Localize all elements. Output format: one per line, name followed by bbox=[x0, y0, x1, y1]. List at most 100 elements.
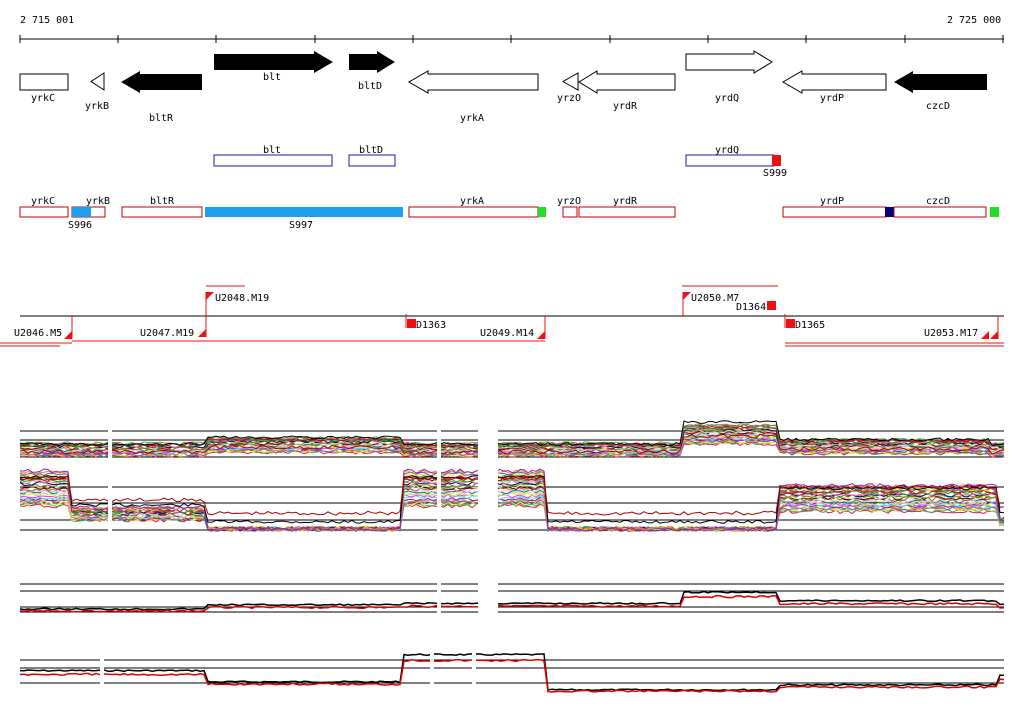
unit-label: yrdP bbox=[820, 196, 844, 207]
sigma-label: S996 bbox=[68, 220, 92, 231]
segment-label: U2050.M7 bbox=[691, 293, 739, 304]
annotation-track: blt bltD yrdQ S999 bbox=[213, 145, 787, 179]
gene-yrzO[interactable]: yrzO bbox=[557, 72, 581, 104]
gene-label: yrkC bbox=[31, 93, 55, 104]
segment-label: U2053.M17 bbox=[924, 328, 978, 339]
expression-profile-line bbox=[19, 420, 1005, 446]
segment-label: D1364 bbox=[736, 302, 766, 313]
sigma-region bbox=[72, 207, 91, 217]
unit-yrkC[interactable] bbox=[19, 206, 69, 218]
panel-gap bbox=[108, 420, 112, 465]
expression-profile-line bbox=[19, 474, 1005, 524]
segment-U2053-M17[interactable]: U2053.M17 bbox=[924, 316, 999, 339]
segment-U2050-M7[interactable]: U2050.M7 bbox=[682, 292, 739, 316]
segment-U2047-M19[interactable]: U2047.M19 bbox=[140, 316, 207, 339]
gene-yrdR[interactable]: yrdR bbox=[578, 70, 676, 112]
panel-gap bbox=[430, 650, 434, 700]
expression-panels bbox=[19, 420, 1005, 700]
segment-D1365[interactable]: D1365 bbox=[784, 314, 825, 331]
unit-label: yrdR bbox=[613, 196, 638, 207]
unit-yrkA[interactable] bbox=[408, 206, 539, 218]
annotation-yrdQ[interactable]: yrdQ S999 bbox=[685, 145, 787, 179]
expression-profile-line bbox=[19, 475, 1005, 516]
gene-yrkC[interactable]: yrkC bbox=[19, 73, 69, 104]
gene-czcD[interactable]: czcD bbox=[894, 71, 987, 112]
gene-label: yrkB bbox=[85, 101, 109, 112]
expression-profile-line bbox=[19, 590, 1005, 611]
gene-label: yrdP bbox=[820, 93, 844, 104]
gene-yrkB[interactable]: yrkB bbox=[85, 72, 109, 112]
gene-label: yrdR bbox=[613, 101, 638, 112]
segment-label: D1363 bbox=[416, 320, 446, 331]
expression-profile-line bbox=[19, 433, 1005, 455]
expression-profile-line bbox=[19, 658, 1005, 693]
expression-profile-line bbox=[19, 423, 1005, 446]
marker-label: S999 bbox=[763, 168, 787, 179]
ruler-start-label: 2 715 001 bbox=[20, 15, 74, 26]
segment-U2049-M14[interactable]: U2049.M14 bbox=[480, 316, 546, 339]
expression-profile-line bbox=[19, 594, 1005, 613]
panel-gap bbox=[100, 650, 104, 700]
segment-label: U2046.M5 bbox=[14, 328, 62, 339]
panel-gap bbox=[437, 578, 441, 618]
gene-label: czcD bbox=[926, 101, 950, 112]
gene-label: yrzO bbox=[557, 93, 581, 104]
ruler-end-label: 2 725 000 bbox=[947, 15, 1001, 26]
unit-bltR[interactable] bbox=[121, 206, 203, 218]
panel-gap bbox=[437, 470, 441, 545]
panel-gap bbox=[437, 420, 441, 465]
segment-D1364[interactable]: D1364 bbox=[736, 301, 776, 313]
gene-track: yrkC yrkB bltR blt bltD yrkA yrzO yrdR bbox=[19, 50, 987, 124]
expression-profile-line bbox=[19, 478, 1005, 532]
gene-yrkA[interactable]: yrkA bbox=[408, 70, 539, 124]
coordinate-ruler: 2 715 001 2 725 000 bbox=[19, 15, 1004, 43]
terminator bbox=[990, 207, 999, 217]
gene-bltD[interactable]: bltD bbox=[349, 51, 395, 92]
unit-czcD[interactable] bbox=[893, 206, 987, 218]
panel-gap bbox=[472, 650, 476, 700]
segment-track: U2048.M19 U2050.M7 U2046.M5 U2047.M19 U2… bbox=[0, 285, 1004, 347]
gene-yrdQ[interactable]: yrdQ bbox=[685, 50, 773, 104]
segment-label: U2047.M19 bbox=[140, 328, 194, 339]
annotation-bltD[interactable]: bltD bbox=[348, 145, 396, 167]
unit-label: yrkB bbox=[86, 196, 110, 207]
segment-U2046-M5[interactable]: U2046.M5 bbox=[14, 316, 73, 339]
annotation-label: yrdQ bbox=[715, 145, 739, 156]
gene-bltR[interactable]: bltR bbox=[121, 71, 202, 124]
panel-gap bbox=[478, 578, 498, 618]
panel-gap bbox=[108, 470, 112, 545]
unit-label: yrkC bbox=[31, 196, 55, 207]
unit-label: yrzO bbox=[557, 196, 581, 207]
panel-gap bbox=[478, 420, 498, 465]
gene-blt[interactable]: blt bbox=[214, 51, 333, 83]
unit-label: czcD bbox=[926, 196, 950, 207]
unit-yrdP[interactable] bbox=[782, 206, 887, 218]
expression-profile-line bbox=[19, 653, 1005, 692]
unit-label: yrkA bbox=[460, 196, 484, 207]
gene-label: bltD bbox=[358, 81, 382, 92]
sigma-region-S997[interactable] bbox=[205, 207, 403, 217]
unit-label: bltR bbox=[150, 196, 175, 207]
segment-U2048-M19[interactable]: U2048.M19 bbox=[205, 292, 269, 316]
annotation-label: bltD bbox=[359, 145, 383, 156]
annotation-blt[interactable]: blt bbox=[213, 145, 333, 167]
panel-gap bbox=[478, 470, 498, 545]
gene-yrdP[interactable]: yrdP bbox=[782, 70, 887, 104]
segment-label: U2049.M14 bbox=[480, 328, 534, 339]
navy-marker bbox=[885, 207, 894, 217]
gene-label: blt bbox=[263, 72, 281, 83]
segment-D1363[interactable]: D1363 bbox=[405, 314, 446, 331]
annotation-label: blt bbox=[263, 145, 281, 156]
gene-label: yrdQ bbox=[715, 93, 739, 104]
unit-yrdR[interactable] bbox=[578, 206, 676, 218]
segment-label: D1365 bbox=[795, 320, 825, 331]
expression-profile-line bbox=[19, 503, 1005, 532]
gene-label: bltR bbox=[149, 113, 174, 124]
unit-yrzO[interactable] bbox=[562, 206, 578, 218]
gene-label: yrkA bbox=[460, 113, 484, 124]
expression-profile-line bbox=[19, 468, 1005, 532]
terminator bbox=[538, 207, 546, 217]
transcription-unit-track: yrkC yrkB S996 bltR S997 yrkA yrzO yrdR … bbox=[19, 196, 999, 231]
sigma-label: S997 bbox=[289, 220, 313, 231]
